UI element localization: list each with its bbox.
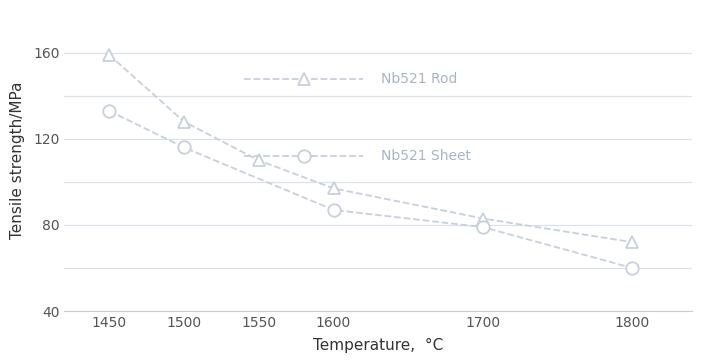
X-axis label: Temperature,  °C: Temperature, °C [313, 338, 444, 353]
Text: Nb521 Rod: Nb521 Rod [381, 72, 458, 86]
Text: Nb521 Sheet: Nb521 Sheet [381, 149, 471, 163]
Y-axis label: Tensile strength/MPa: Tensile strength/MPa [10, 82, 25, 239]
